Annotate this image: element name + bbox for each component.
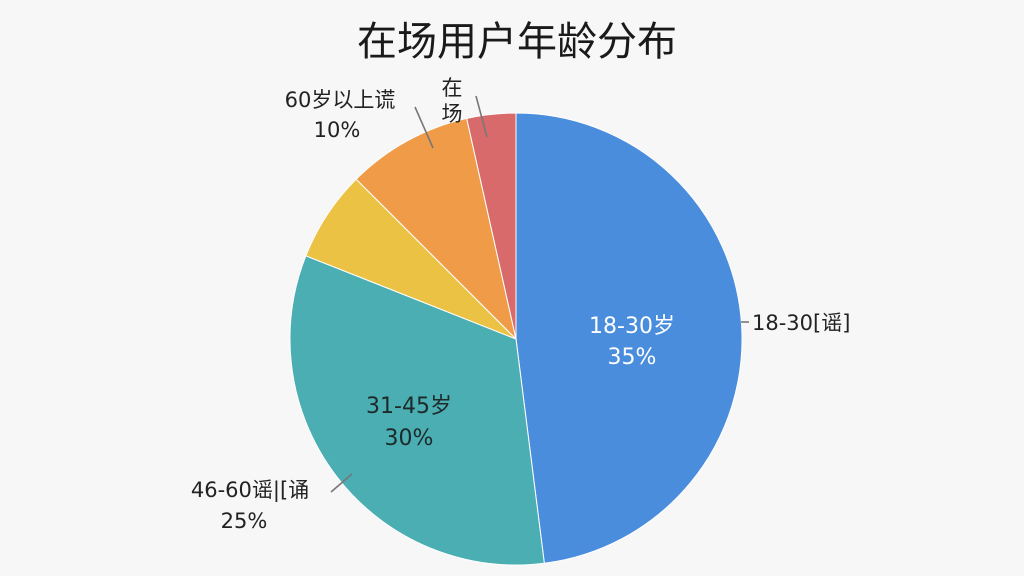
pie-slices — [289, 112, 743, 566]
outside-label-zai: 在 — [442, 76, 463, 100]
pie-slice-4 — [466, 112, 517, 340]
slice-label-18-30: 18-30岁 — [589, 314, 675, 339]
leader-line-46-60 — [330, 473, 353, 493]
slice-value-31-45: 30% — [385, 426, 434, 451]
leader-line-zai — [475, 95, 488, 138]
outside-value-chang: 场 — [442, 102, 463, 126]
outside-label-60plus: 60岁以上谎 — [285, 88, 396, 112]
outside-label-46-60: 46-60谣|[诵 — [191, 478, 309, 503]
slice-label-31-45: 31-45岁 — [366, 394, 452, 419]
pie-slice-0 — [515, 112, 743, 564]
chart-title: 在场用户年龄分布 — [357, 19, 677, 65]
outside-label-18-30: 18-30[谣] — [752, 311, 850, 335]
outside-value-60plus: 10% — [314, 118, 361, 142]
slice-value-18-30: 35% — [608, 345, 657, 370]
leader-line-60plus — [414, 106, 434, 149]
pie-slice-3 — [355, 117, 517, 341]
outside-value-46-60: 25% — [221, 509, 268, 533]
pie-slice-1 — [289, 255, 545, 566]
